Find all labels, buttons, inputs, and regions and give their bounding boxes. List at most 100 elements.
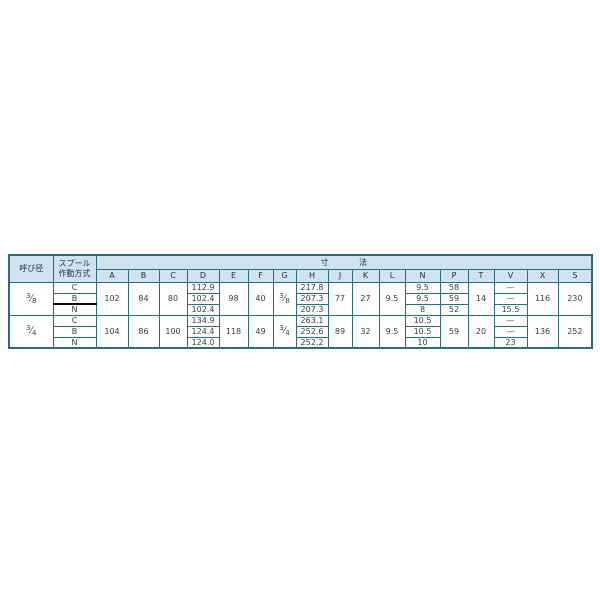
dim-value-cell-D: 124.0 <box>186 336 220 349</box>
dim-value-cell-C: 80 <box>158 281 188 316</box>
dim-value-cell-H: 207.3 <box>295 303 329 316</box>
col-letter-header: T <box>467 268 495 283</box>
dim-value-cell-A: 104 <box>95 314 129 349</box>
dim-value-cell-F: 40 <box>247 281 274 316</box>
dimension-table: 呼び径 スプール 作動方式 寸 法 A B C D E F G H J K L … <box>8 254 594 349</box>
fraction-numerator: 3 <box>279 324 284 333</box>
dim-value-cell-P: 59 <box>439 314 469 349</box>
dim-value-cell-D: 102.4 <box>186 292 220 305</box>
dim-value-cell-E: 98 <box>218 281 249 316</box>
dim-value-cell-P: 58 <box>439 281 469 294</box>
dim-value-cell-V: — <box>493 281 528 294</box>
bore-fraction: 3⁄4 <box>26 324 37 338</box>
g-fraction: 3⁄4 <box>279 324 290 338</box>
dim-value-cell-D: 102.4 <box>186 303 220 316</box>
fraction-slash: ⁄ <box>283 293 286 304</box>
dim-value-cell-C: 100 <box>158 314 188 349</box>
dimensions-header-char2: 法 <box>359 257 368 267</box>
dim-value-cell-E: 118 <box>218 314 249 349</box>
spool-method-cell: B <box>52 292 97 305</box>
col-letter-header: J <box>327 268 353 283</box>
dim-value-cell-H: 252.6 <box>295 325 329 338</box>
col-letter-header: A <box>95 268 129 283</box>
fraction-denominator: 8 <box>285 296 290 305</box>
spool-method-header-line1: スプール <box>58 258 91 268</box>
dim-value-cell-N: 10 <box>404 336 441 349</box>
fraction-numerator: 3 <box>279 291 284 300</box>
dim-value-cell-G: 3⁄4 <box>272 314 297 349</box>
col-letter-header: D <box>186 268 220 283</box>
dim-value-cell-N: 8 <box>404 303 441 316</box>
col-letter-header: G <box>272 268 297 283</box>
col-letter-header: F <box>247 268 274 283</box>
col-letter-header: S <box>557 268 593 283</box>
dim-value-cell-H: 207.3 <box>295 292 329 305</box>
dim-value-cell-F: 49 <box>247 314 274 349</box>
fraction-denominator: 4 <box>32 329 37 338</box>
col-letter-header: H <box>295 268 329 283</box>
fraction-denominator: 4 <box>285 329 290 338</box>
col-letter-header: V <box>493 268 528 283</box>
fraction-slash: ⁄ <box>283 326 286 337</box>
col-letter-header: X <box>526 268 559 283</box>
g-fraction: 3⁄8 <box>279 291 290 305</box>
dim-value-cell-V: 23 <box>493 336 528 349</box>
dim-value-cell-L: 9.5 <box>378 314 406 349</box>
col-letter-header: B <box>127 268 160 283</box>
spool-method-header: スプール 作動方式 <box>52 254 97 283</box>
dim-value-cell-H: 217.8 <box>295 281 329 294</box>
col-letter-header: P <box>439 268 469 283</box>
dim-value-cell-G: 3⁄8 <box>272 281 297 316</box>
dim-value-cell-B: 84 <box>127 281 160 316</box>
spool-method-header-line2: 作動方式 <box>58 268 91 278</box>
dim-value-cell-D: 112.9 <box>186 281 220 294</box>
fraction-numerator: 3 <box>26 291 31 300</box>
fraction-slash: ⁄ <box>30 293 32 304</box>
dim-value-cell-N: 10.5 <box>404 314 441 327</box>
fraction-numerator: 3 <box>26 324 31 333</box>
dimensions-header-char1: 寸 <box>320 257 329 267</box>
dim-value-cell-X: 116 <box>526 281 559 316</box>
fraction-denominator: 8 <box>32 296 37 305</box>
spool-method-cell: N <box>52 303 97 316</box>
dim-value-cell-L: 9.5 <box>378 281 406 316</box>
dim-value-cell-S: 252 <box>557 314 593 349</box>
bore-size-cell: 3⁄8 <box>8 281 54 316</box>
dimensions-header: 寸 法 <box>95 254 593 270</box>
fraction-slash: ⁄ <box>30 326 32 337</box>
spool-method-cell: B <box>52 325 97 338</box>
dim-value-cell-B: 86 <box>127 314 160 349</box>
dim-value-cell-J: 77 <box>327 281 353 316</box>
dim-value-cell-P: 52 <box>439 303 469 316</box>
bore-fraction: 3⁄8 <box>26 291 37 305</box>
dim-value-cell-V: — <box>493 314 528 327</box>
dim-value-cell-A: 102 <box>95 281 129 316</box>
bore-size-cell: 3⁄4 <box>8 314 54 349</box>
dim-value-cell-N: 9.5 <box>404 281 441 294</box>
dim-value-cell-X: 136 <box>526 314 559 349</box>
dim-value-cell-S: 230 <box>557 281 593 316</box>
dim-value-cell-V: — <box>493 292 528 305</box>
dim-value-cell-H: 263.1 <box>295 314 329 327</box>
dim-value-cell-T: 20 <box>467 314 495 349</box>
dim-value-cell-H: 252.2 <box>295 336 329 349</box>
dim-value-cell-T: 14 <box>467 281 495 316</box>
spool-method-cell: C <box>52 314 97 327</box>
dim-value-cell-N: 10.5 <box>404 325 441 338</box>
col-letter-header: N <box>404 268 441 283</box>
dim-value-cell-V: 15.5 <box>493 303 528 316</box>
col-letter-header: E <box>218 268 249 283</box>
col-letter-header: L <box>378 268 406 283</box>
dim-value-cell-D: 134.9 <box>186 314 220 327</box>
spool-method-cell: N <box>52 336 97 349</box>
dim-value-cell-K: 27 <box>351 281 380 316</box>
bore-diameter-header: 呼び径 <box>8 254 54 283</box>
dim-value-cell-K: 32 <box>351 314 380 349</box>
col-letter-header: C <box>158 268 188 283</box>
dim-value-cell-D: 124.4 <box>186 325 220 338</box>
dim-value-cell-P: 59 <box>439 292 469 305</box>
dim-value-cell-V: — <box>493 325 528 338</box>
dim-value-cell-N: 9.5 <box>404 292 441 305</box>
dim-value-cell-J: 89 <box>327 314 353 349</box>
spool-method-cell: C <box>52 281 97 294</box>
